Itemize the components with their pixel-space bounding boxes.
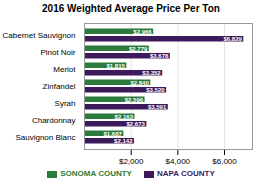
svg-text:$3,520: $3,520 <box>146 87 165 93</box>
svg-text:Pinot Noir: Pinot Noir <box>40 48 75 57</box>
svg-text:$2,596: $2,596 <box>125 97 144 103</box>
svg-text:$1,687: $1,687 <box>104 131 123 137</box>
svg-text:Syrah: Syrah <box>55 99 76 108</box>
svg-text:Zinfandel: Zinfandel <box>43 82 76 91</box>
html-text:2016 Weighted Average Price Pe: 2016 Weighted Average Price Per Ton <box>42 3 220 14</box>
svg-text:$2,163: $2,163 <box>115 114 134 120</box>
svg-text:Chardonnay: Chardonnay <box>32 116 76 125</box>
svg-text:$3,352: $3,352 <box>142 70 161 76</box>
svg-text:Cabernet Sauvignon: Cabernet Sauvignon <box>3 31 76 40</box>
svg-text:$2,966: $2,966 <box>133 29 152 35</box>
svg-text:$3,591: $3,591 <box>148 104 167 110</box>
svg-text:$2,840: $2,840 <box>130 80 149 86</box>
html-text:NAPA COUNTY: NAPA COUNTY <box>157 169 215 178</box>
svg-text:$2,142: $2,142 <box>114 138 133 144</box>
svg-text:Merlot: Merlot <box>53 65 76 74</box>
svg-text:$2,000: $2,000 <box>119 157 144 166</box>
svg-text:Sauvignon Blanc: Sauvignon Blanc <box>15 133 75 142</box>
svg-text:$2,779: $2,779 <box>129 46 148 52</box>
svg-text:$6,000: $6,000 <box>212 157 237 166</box>
svg-text:$3,678: $3,678 <box>150 53 169 59</box>
svg-text:$4,000: $4,000 <box>166 157 191 166</box>
svg-text:$6,829: $6,829 <box>223 36 242 42</box>
svg-text:$2,673: $2,673 <box>127 121 146 127</box>
html-text:SONOMA COUNTY: SONOMA COUNTY <box>60 169 132 178</box>
svg-text:$1,815: $1,815 <box>106 63 125 69</box>
